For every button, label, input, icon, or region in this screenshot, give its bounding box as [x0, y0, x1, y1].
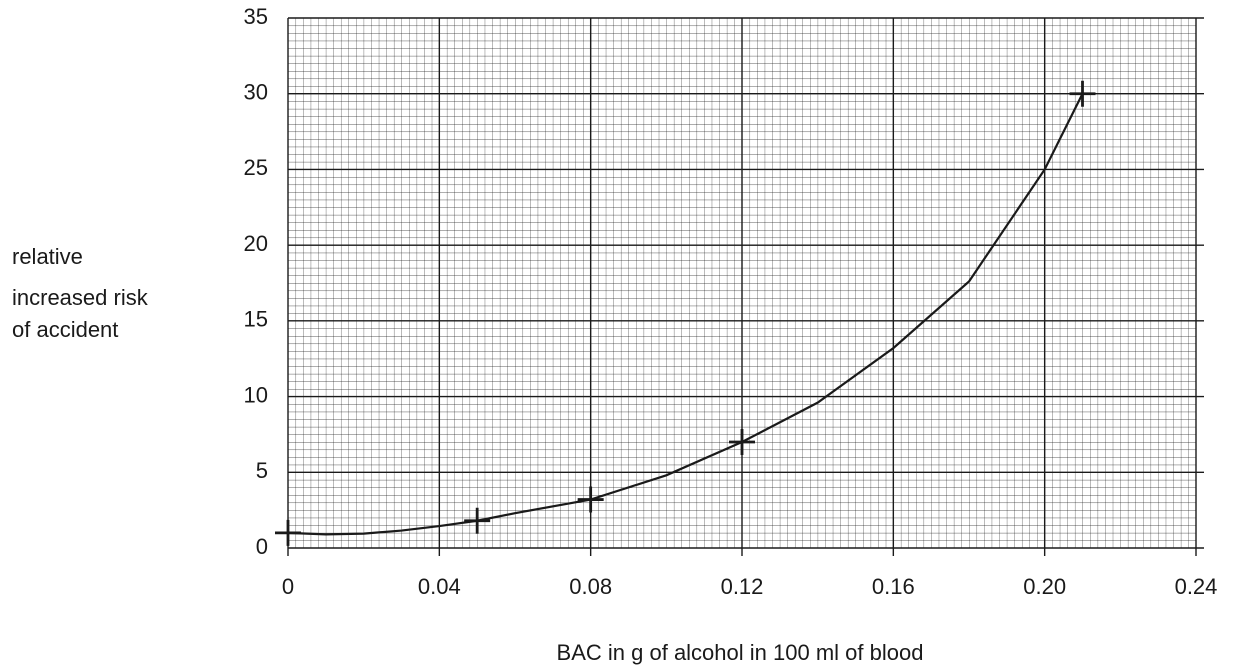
data-point — [464, 507, 491, 534]
x-tick-label: 0.08 — [569, 574, 612, 599]
y-tick-label: 20 — [244, 231, 268, 256]
y-axis-label: of accident — [12, 317, 118, 342]
x-tick-label: 0.04 — [418, 574, 461, 599]
y-tick-label: 30 — [244, 80, 268, 105]
y-tick-label: 5 — [256, 458, 268, 483]
y-tick-label: 10 — [244, 382, 268, 407]
x-tick-label: 0.12 — [721, 574, 764, 599]
y-tick-label: 15 — [244, 307, 268, 332]
y-tick-label: 0 — [256, 534, 268, 559]
y-axis-label: increased risk — [12, 285, 149, 310]
x-tick-label: 0.20 — [1023, 574, 1066, 599]
y-axis-label: relative — [12, 244, 83, 269]
data-point — [577, 486, 604, 513]
data-point — [275, 519, 301, 546]
x-tick-label: 0.16 — [872, 574, 915, 599]
data-point — [729, 429, 755, 455]
data-point — [1069, 80, 1096, 107]
y-tick-label: 25 — [244, 155, 268, 180]
x-tick-label: 0.24 — [1175, 574, 1218, 599]
x-tick-label: 0 — [282, 574, 294, 599]
x-axis-label: BAC in g of alcohol in 100 ml of blood — [557, 640, 924, 665]
y-tick-label: 35 — [244, 4, 268, 29]
